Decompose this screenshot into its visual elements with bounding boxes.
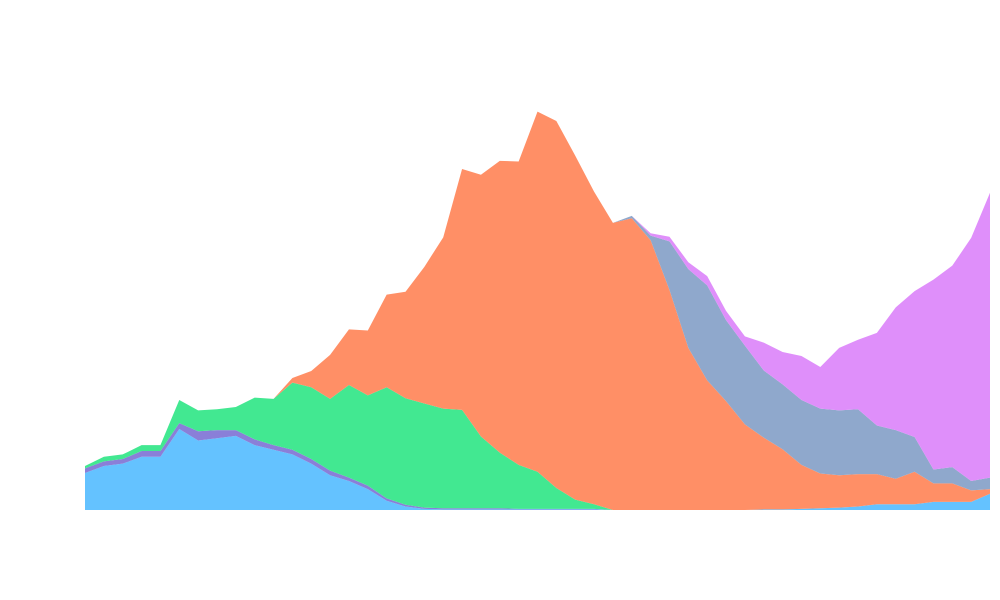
area-series-2 [85,423,990,510]
area-series-5 [85,111,990,491]
series-layer [85,111,990,511]
area-series-1 [85,428,990,510]
area-series-4 [85,111,990,511]
area-series-3 [85,382,990,510]
